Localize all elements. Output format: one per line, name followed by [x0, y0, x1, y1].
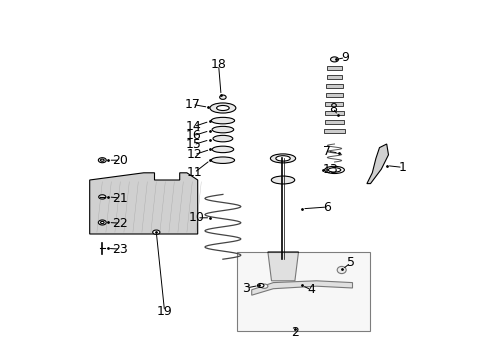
- Text: 23: 23: [112, 243, 128, 256]
- Polygon shape: [237, 252, 370, 331]
- Text: 22: 22: [112, 217, 128, 230]
- Text: 3: 3: [242, 282, 250, 294]
- Polygon shape: [324, 129, 344, 133]
- Text: 20: 20: [112, 154, 128, 167]
- Ellipse shape: [101, 159, 104, 161]
- Ellipse shape: [212, 146, 233, 153]
- Ellipse shape: [213, 135, 232, 142]
- Polygon shape: [326, 66, 342, 70]
- Text: 9: 9: [341, 51, 348, 64]
- Ellipse shape: [212, 126, 233, 133]
- Ellipse shape: [101, 221, 104, 224]
- Ellipse shape: [211, 157, 234, 163]
- Polygon shape: [366, 144, 387, 184]
- Ellipse shape: [211, 117, 234, 124]
- Polygon shape: [267, 252, 298, 281]
- Polygon shape: [325, 111, 343, 115]
- Text: 19: 19: [156, 305, 172, 318]
- Ellipse shape: [98, 158, 106, 163]
- Text: 16: 16: [185, 129, 201, 142]
- Text: 17: 17: [184, 98, 200, 111]
- Text: 12: 12: [186, 148, 202, 161]
- Polygon shape: [325, 84, 342, 88]
- Text: 15: 15: [185, 138, 201, 151]
- Ellipse shape: [216, 105, 229, 111]
- Text: 11: 11: [186, 166, 202, 179]
- Text: 21: 21: [112, 192, 128, 204]
- Ellipse shape: [219, 95, 225, 99]
- Ellipse shape: [271, 176, 294, 184]
- Polygon shape: [89, 173, 197, 234]
- Text: 10: 10: [189, 211, 204, 224]
- Text: 6: 6: [323, 201, 330, 213]
- Text: 7: 7: [323, 145, 331, 158]
- Ellipse shape: [209, 103, 235, 113]
- Text: 14: 14: [185, 120, 201, 133]
- Text: 1: 1: [398, 161, 406, 174]
- Ellipse shape: [257, 284, 264, 287]
- Ellipse shape: [260, 284, 267, 288]
- Text: 13: 13: [323, 163, 338, 176]
- Text: 2: 2: [290, 327, 298, 339]
- Polygon shape: [325, 102, 343, 106]
- Ellipse shape: [330, 57, 338, 62]
- Polygon shape: [325, 93, 343, 97]
- Ellipse shape: [99, 195, 106, 199]
- Ellipse shape: [98, 220, 106, 225]
- Ellipse shape: [152, 230, 160, 234]
- Ellipse shape: [337, 266, 346, 274]
- Text: 8: 8: [328, 102, 336, 114]
- Ellipse shape: [270, 154, 295, 163]
- Text: 4: 4: [306, 283, 314, 296]
- Text: 5: 5: [346, 256, 354, 269]
- Polygon shape: [324, 120, 344, 124]
- Ellipse shape: [275, 156, 289, 161]
- Polygon shape: [326, 75, 342, 79]
- Polygon shape: [251, 281, 352, 295]
- Text: 18: 18: [210, 58, 226, 71]
